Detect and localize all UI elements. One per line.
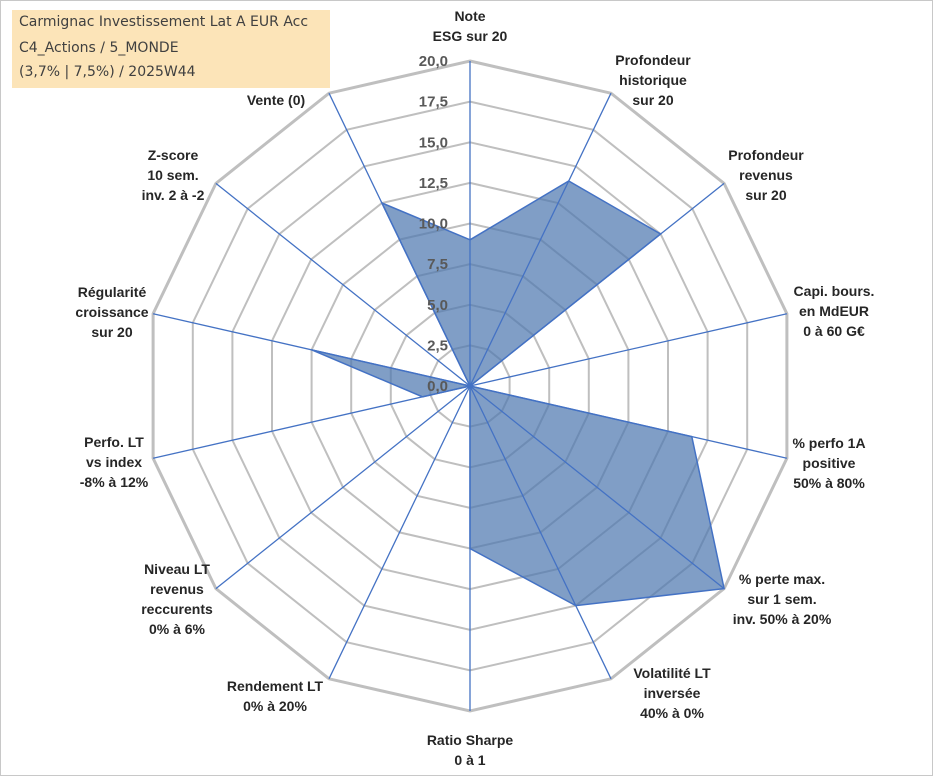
axis-spoke: [469, 182, 725, 387]
title-box: Carmignac Investissement Lat A EUR Acc C…: [12, 10, 330, 88]
title-line-1: Carmignac Investissement Lat A EUR Acc: [19, 14, 309, 30]
axis-label: croissance: [75, 304, 148, 320]
axis-spoke: [215, 182, 471, 387]
tick-label: 15,0: [419, 134, 448, 151]
axis-label: Profondeur: [615, 52, 691, 68]
axis-label: sur 20: [745, 187, 786, 203]
axis-label: sur 20: [632, 92, 673, 108]
axis-label: historique: [619, 72, 687, 88]
axis-label: 0 à 60 G€: [803, 323, 865, 339]
axis-label: en MdEUR: [799, 303, 869, 319]
axis-label: Niveau LT: [144, 561, 210, 577]
title-line-3: (3,7% | 7,5%) / 2025W44: [19, 64, 196, 80]
axis-label: revenus: [150, 581, 204, 597]
tick-label: 7,5: [427, 256, 448, 273]
axis-spoke: [469, 385, 788, 459]
tick-label: 0,0: [427, 378, 448, 395]
axis-label: 0 à 1: [454, 752, 485, 768]
tick-label: 12,5: [419, 175, 448, 192]
axis-label: -8% à 12%: [80, 474, 149, 490]
axis-label: inv. 50% à 20%: [733, 611, 832, 627]
tick-label: 17,5: [419, 94, 448, 111]
axis-label: Régularité: [78, 284, 147, 300]
axis-label: Ratio Sharpe: [427, 732, 514, 748]
tick-label: 5,0: [427, 297, 448, 314]
axis-spoke: [469, 92, 612, 387]
axis-label: 0% à 6%: [149, 621, 206, 637]
tick-label: 2,5: [427, 337, 448, 354]
axis-label: % perfo 1A: [792, 435, 865, 451]
axis-label: Profondeur: [728, 147, 804, 163]
axis-label: vs index: [86, 454, 142, 470]
axis-label: positive: [803, 455, 856, 471]
axis-spoke: [152, 313, 471, 387]
axis-label: Volatilité LT: [633, 665, 711, 681]
axis-label: 10 sem.: [147, 167, 198, 183]
axis-label: sur 20: [91, 324, 132, 340]
axis-label: inversée: [644, 685, 701, 701]
axis-label: revenus: [739, 167, 793, 183]
axis-label: sur 1 sem.: [747, 591, 816, 607]
data-series-area: [311, 180, 726, 607]
axis-label: 50% à 80%: [793, 475, 865, 491]
axis-label: % perte max.: [739, 571, 825, 587]
axis-spoke: [328, 92, 471, 387]
axis-label: inv. 2 à -2: [142, 187, 205, 203]
axis-label: Rendement LT: [227, 678, 324, 694]
axis-spoke: [469, 385, 725, 590]
axis-spoke: [469, 313, 788, 387]
axis-label: ESG sur 20: [433, 28, 508, 44]
axis-label: 0% à 20%: [243, 698, 307, 714]
axis-spoke: [215, 385, 471, 590]
title-line-2: C4_Actions / 5_MONDE: [19, 40, 179, 56]
axis-label: Perfo. LT: [84, 434, 144, 450]
axis-spoke: [328, 385, 471, 680]
tick-label: 20,0: [419, 53, 448, 70]
axis-label: Z-score: [148, 147, 199, 163]
tick-label: 10,0: [419, 216, 448, 233]
axis-spoke: [469, 385, 612, 680]
axis-label: Vente (0): [247, 92, 305, 108]
axis-label: Capi. bours.: [794, 283, 875, 299]
axis-spoke: [152, 385, 471, 459]
axis-label: 40% à 0%: [640, 705, 704, 721]
axis-label: Note: [454, 8, 485, 24]
axis-label: reccurents: [141, 601, 213, 617]
